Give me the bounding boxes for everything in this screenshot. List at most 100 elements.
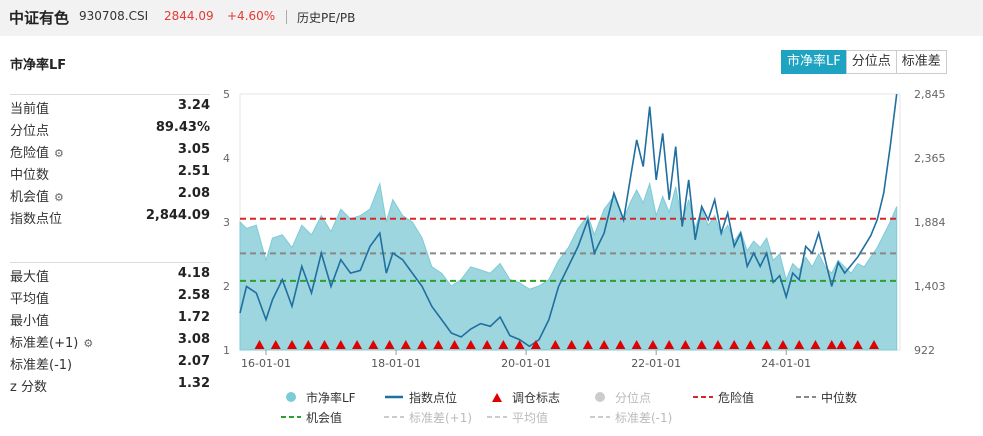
stat-value: 2.07 [177,354,210,369]
stat-value: 1.32 [177,376,210,391]
legend-item[interactable]: 机会值 [280,409,342,427]
legend-label: 危险值 [718,391,755,405]
history-pe-pb-link[interactable]: 历史PE/PB [297,11,356,25]
stat-label: 危险值 ⚙ [10,142,64,161]
rebalance-marker [599,340,610,349]
rebalance-marker [631,340,642,349]
tab-pb-lf[interactable]: 市净率LF [781,50,847,74]
legend-dot-icon [280,391,302,406]
legend-dot-icon [589,391,611,406]
stat-value: 2.51 [177,164,210,179]
rebalance-marker [514,340,525,349]
legend-item[interactable]: 调仓标志 [486,389,560,407]
rebalance-marker [368,340,379,349]
stat-label: 标准差(-1) [10,358,73,373]
rebalance-marker [417,340,428,349]
stat-row: 中位数 2.51 [10,161,210,183]
stat-row: 指数点位 2,844.09 [10,205,210,227]
stat-label: 标准差(+1) ⚙ [10,332,93,351]
legend-item[interactable]: 指数点位 [383,389,457,407]
stats-history: 最大值 4.18 平均值 2.58 最小值 1.72 标准差(+1) ⚙ 3.08 标准差… [10,262,210,395]
legend-item[interactable]: 中位数 [795,389,857,407]
legend-label: 机会值 [306,411,343,425]
stat-label: 指数点位 [10,212,63,227]
gear-icon[interactable]: ⚙ [54,191,64,204]
legend-label: 分位点 [615,391,652,405]
stat-label-text: 标准差(+1) [10,336,79,351]
legend-label: 市净率LF [306,391,356,405]
stat-label: 机会值 ⚙ [10,186,64,205]
y-right-tick-label: 1,403 [914,280,946,293]
stat-value: 3.24 [177,98,210,113]
tab-percentile[interactable]: 分位点 [845,50,897,74]
legend-triangle-icon [486,391,508,406]
rebalance-marker [465,340,476,349]
rebalance-marker [826,340,837,349]
rebalance-marker [729,340,740,349]
y-right-tick-label: 2,845 [914,88,946,101]
rebalance-marker [400,340,411,349]
rebalance-marker [303,340,314,349]
rebalance-marker [482,340,493,349]
section-title: 市净率LF [10,58,67,73]
legend-item[interactable]: 标准差(+1) [383,409,472,427]
legend-label: 标准差(+1) [409,411,473,425]
stat-label: 中位数 [10,168,50,183]
legend-dash-icon [383,411,405,426]
legend-label: 标准差(-1) [615,411,673,425]
rebalance-marker [566,340,577,349]
rebalance-marker [615,340,626,349]
legend-item[interactable]: 平均值 [486,409,548,427]
rebalance-marker [745,340,756,349]
rebalance-marker [335,340,346,349]
y-left-tick-label: 1 [223,344,230,357]
y-left-tick-label: 3 [223,216,230,229]
stat-row: 当前值 3.24 [10,95,210,117]
stat-row: 标准差(+1) ⚙ 3.08 [10,329,210,351]
tab-std-dev[interactable]: 标准差 [895,50,947,74]
rebalance-marker [712,340,723,349]
x-tick-label: 24-01-01 [761,357,811,370]
stat-label: 分位点 [10,124,50,139]
y-right-tick-label: 2,365 [914,152,946,165]
header-divider [286,10,287,24]
rebalance-marker [449,340,460,349]
rebalance-marker [777,340,788,349]
stats-current: 当前值 3.24 分位点 89.43% 危险值 ⚙ 3.05 中位数 2.51 机会值 ⚙ 2… [10,94,210,227]
stat-label-text: 机会值 [10,190,50,205]
y-left-tick-label: 4 [223,152,230,165]
rebalance-marker [647,340,658,349]
gear-icon[interactable]: ⚙ [54,147,64,160]
rebalance-marker [680,340,691,349]
legend-item[interactable]: 危险值 [692,389,754,407]
stat-row: 最小值 1.72 [10,307,210,329]
rebalance-marker [696,340,707,349]
rebalance-marker [352,340,363,349]
rebalance-marker [319,340,330,349]
metric-tabs: 市净率LF 分位点 标准差 [781,50,947,74]
legend-item[interactable]: 市净率LF [280,389,356,407]
gear-icon[interactable]: ⚙ [83,337,94,350]
series-index-line [239,94,898,348]
stat-value: 89.43% [155,120,210,135]
stat-value: 2,844.09 [145,208,210,223]
legend-item[interactable]: 标准差(-1) [589,409,672,427]
stat-label: 最小值 [10,314,50,329]
rebalance-marker [270,340,281,349]
stat-value: 1.72 [177,310,210,325]
index-name: 中证有色 [9,9,70,27]
stat-label: 最大值 [10,270,50,285]
legend-dash-icon [486,411,508,426]
stat-row: 最大值 4.18 [10,263,210,285]
legend-item[interactable]: 分位点 [589,389,651,407]
rebalance-marker [550,340,561,349]
y-left-tick-label: 2 [223,280,230,293]
legend-label: 调仓标志 [512,391,561,405]
stat-value: 3.05 [177,142,210,157]
y-right-tick-label: 922 [914,344,935,357]
legend-label: 中位数 [821,391,858,405]
stat-label: 平均值 [10,292,50,307]
rebalance-marker [761,340,772,349]
index-code: 930708.CSI [79,9,149,23]
stat-row: 标准差(-1) 2.07 [10,351,210,373]
